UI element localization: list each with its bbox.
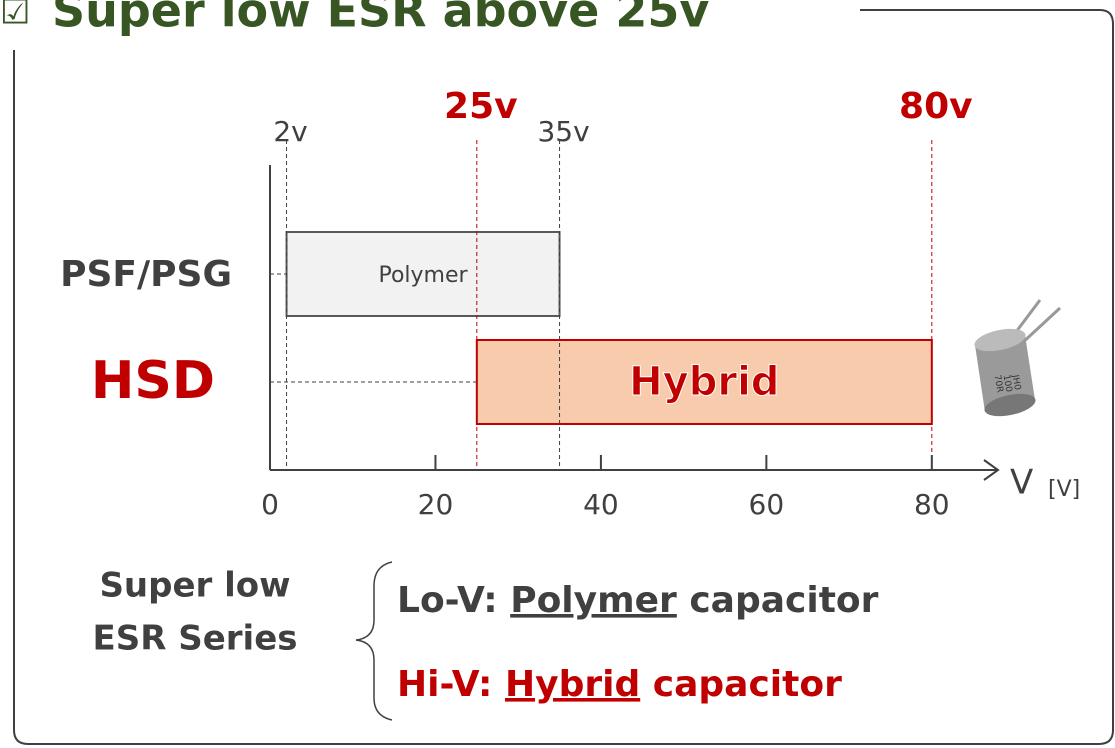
brace: [356, 562, 392, 720]
title: Super low ESR above 25v: [52, 0, 709, 38]
term: Polymer: [510, 580, 677, 621]
page: ☑ Super low ESR above 25v Super low ESR …: [0, 0, 1115, 748]
x-tick-label: 20: [418, 488, 454, 521]
group-label: ESR Series: [93, 619, 298, 659]
reference-label: 35v: [537, 115, 589, 148]
suffix: capacitor: [653, 664, 842, 705]
reference-label: 2v: [273, 115, 307, 148]
bar-label: Hybrid: [629, 359, 779, 405]
x-axis-unit: [V]: [1048, 477, 1080, 502]
capacitor: 70R 100 JH0: [972, 300, 1060, 420]
reference-label: 80v: [899, 86, 973, 127]
reference-label: 25v: [444, 86, 518, 127]
category-label: PSF/PSG: [60, 254, 232, 295]
series-line: Lo-V: Polymer capacitor: [397, 580, 879, 621]
x-tick-label: 40: [583, 488, 619, 521]
slide: ☑ Super low ESR above 25v Super low ESR …: [0, 0, 1115, 748]
category-label: HSD: [91, 351, 215, 411]
x-tick-label: 60: [749, 488, 785, 521]
prefix: Lo-V:: [397, 580, 498, 621]
series-line: Hi-V: Hybrid capacitor: [397, 664, 842, 705]
term: Hybrid: [505, 664, 640, 705]
x-axis-label: V: [1010, 463, 1033, 503]
prefix: Hi-V:: [397, 664, 492, 705]
bar-label: Polymer: [378, 263, 468, 288]
group-label: Super low: [99, 566, 290, 606]
check-icon: ☑: [0, 0, 30, 33]
x-tick-label: 80: [914, 488, 950, 521]
suffix: capacitor: [689, 580, 878, 621]
x-tick-label: 0: [261, 488, 279, 521]
